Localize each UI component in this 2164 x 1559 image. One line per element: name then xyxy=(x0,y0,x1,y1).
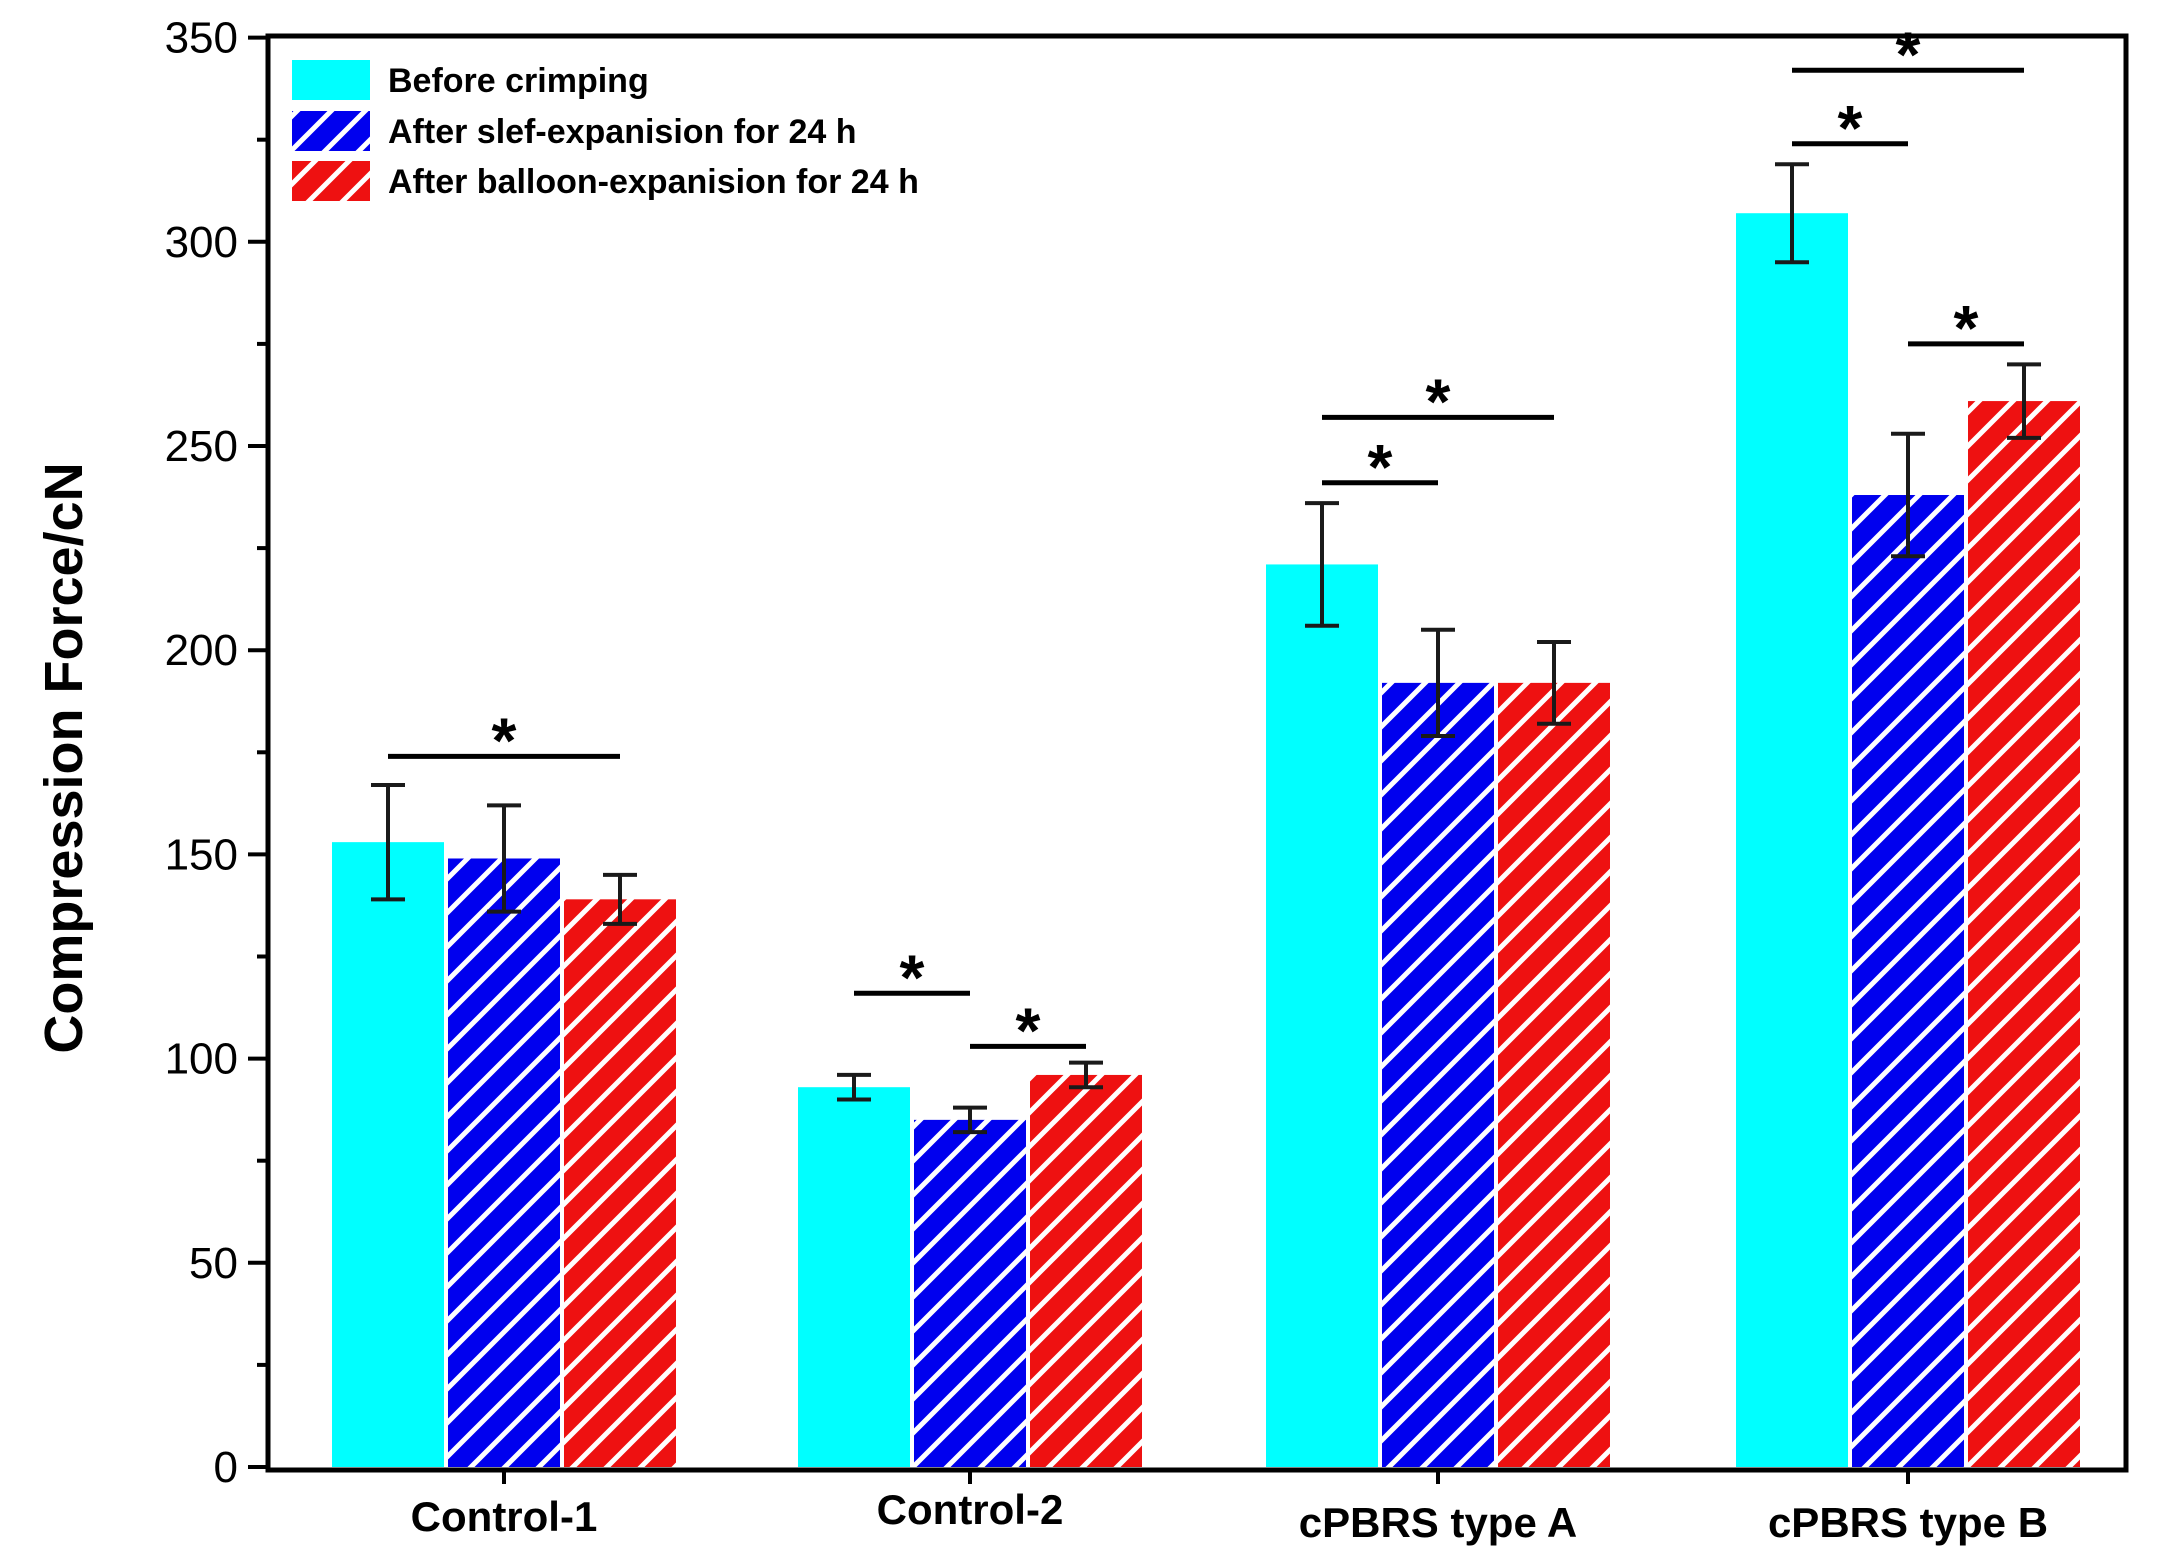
bar-cpbrs-type-a-series-1 xyxy=(1266,564,1378,1467)
significance-star-1: * xyxy=(492,704,517,776)
legend-swatch-3 xyxy=(292,161,370,201)
significance-star-7: * xyxy=(1896,18,1921,90)
significance-star-8: * xyxy=(1954,292,1979,364)
bar-cpbrs-type-b-series-3 xyxy=(1968,401,2080,1468)
y-tick-label-350: 350 xyxy=(165,14,238,63)
significance-star-6: * xyxy=(1838,92,1863,164)
error-bar-control-2-series-2 xyxy=(953,1105,987,1135)
error-bar-cpbrs-type-b-series-3 xyxy=(2007,362,2041,440)
x-tick-label-cpbrs-type-b: cPBRS type B xyxy=(1768,1499,2048,1546)
bar-control-2-series-3 xyxy=(1030,1074,1142,1467)
bar-control-1-series-2 xyxy=(448,858,560,1467)
error-bar-cpbrs-type-a-series-2 xyxy=(1421,627,1455,738)
y-tick-label-200: 200 xyxy=(165,626,238,675)
significance-star-4: * xyxy=(1368,431,1393,503)
legend: Before crimping After slef-expanision for… xyxy=(292,60,919,201)
y-tick-label-100: 100 xyxy=(165,1035,238,1084)
significance-star-5: * xyxy=(1426,365,1451,437)
bar-control-2-series-2 xyxy=(914,1119,1026,1467)
legend-label-2: After slef-expanision for 24 h xyxy=(388,113,857,151)
bar-cpbrs-type-a-series-2 xyxy=(1382,682,1494,1467)
bars-layer xyxy=(332,213,2080,1468)
y-tick-label-50: 50 xyxy=(189,1239,238,1288)
significance-layer: * * * * * * * * xyxy=(388,18,2024,1066)
error-bars-layer xyxy=(371,162,2041,1135)
legend-swatch-2 xyxy=(292,111,370,151)
bar-cpbrs-type-b-series-2 xyxy=(1852,495,1964,1467)
bar-control-1-series-3 xyxy=(564,899,676,1467)
error-bar-control-1-series-1 xyxy=(371,782,405,902)
significance-star-3: * xyxy=(1016,994,1041,1066)
y-axis-title: Compression Force/cN xyxy=(34,462,94,1053)
x-tick-label-control-1: Control-1 xyxy=(411,1493,598,1540)
x-axis: Control-1 Control-2 cPBRS type A cPBRS type… xyxy=(411,1470,2048,1546)
x-tick-label-control-2: Control-2 xyxy=(877,1486,1064,1533)
error-bar-cpbrs-type-b-series-2 xyxy=(1891,431,1925,559)
y-axis: 0 50 100 150 200 250 300 350 xyxy=(165,14,268,1492)
bar-control-1-series-1 xyxy=(332,842,444,1467)
error-bar-cpbrs-type-b-series-1 xyxy=(1775,162,1809,265)
bar-cpbrs-type-a-series-3 xyxy=(1498,682,1610,1467)
error-bar-control-1-series-2 xyxy=(487,803,521,914)
bar-control-2-series-1 xyxy=(798,1087,910,1467)
x-tick-label-cpbrs-type-a: cPBRS type A xyxy=(1299,1499,1578,1546)
error-bar-cpbrs-type-a-series-3 xyxy=(1537,640,1571,726)
legend-swatch-1 xyxy=(292,60,370,100)
legend-label-1: Before crimping xyxy=(388,62,649,100)
y-tick-label-300: 300 xyxy=(165,218,238,267)
error-bar-control-1-series-3 xyxy=(603,872,637,926)
error-bar-control-2-series-3 xyxy=(1069,1060,1103,1090)
error-bar-control-2-series-1 xyxy=(837,1072,871,1102)
y-tick-label-150: 150 xyxy=(165,830,238,879)
legend-label-3: After balloon-expanision for 24 h xyxy=(388,163,919,201)
error-bar-cpbrs-type-a-series-1 xyxy=(1305,501,1339,628)
significance-star-2: * xyxy=(900,941,925,1013)
y-tick-label-250: 250 xyxy=(165,422,238,471)
y-tick-label-0: 0 xyxy=(214,1443,238,1492)
bar-cpbrs-type-b-series-1 xyxy=(1736,213,1848,1467)
